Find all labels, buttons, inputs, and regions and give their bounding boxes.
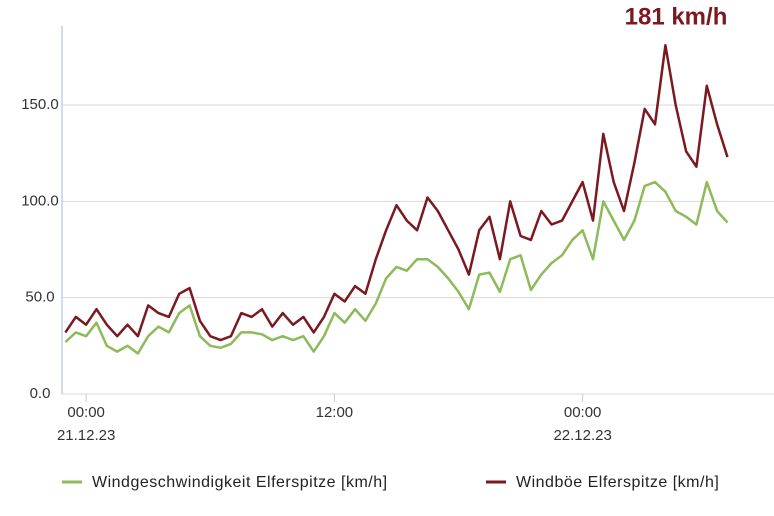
y-tick-label: 150.0 <box>21 96 59 113</box>
x-tick-label: 21.12.23 <box>57 427 115 444</box>
peak-annotation: 181 km/h <box>625 3 728 30</box>
y-tick-label: 0.0 <box>30 385 51 402</box>
x-tick-label: 22.12.23 <box>553 427 611 444</box>
x-tick-label: 00:00 <box>67 404 105 421</box>
series-line <box>64 180 729 355</box>
legend-label: Windgeschwindigkeit Elferspitze [km/h] <box>92 474 388 491</box>
y-tick-label: 100.0 <box>21 192 59 209</box>
y-tick-label: 50.0 <box>25 289 54 306</box>
x-tick-label: 12:00 <box>316 404 354 421</box>
series-line <box>64 44 729 342</box>
x-tick-label: 00:00 <box>564 404 602 421</box>
legend-label: Windböe Elferspitze [km/h] <box>516 474 719 491</box>
